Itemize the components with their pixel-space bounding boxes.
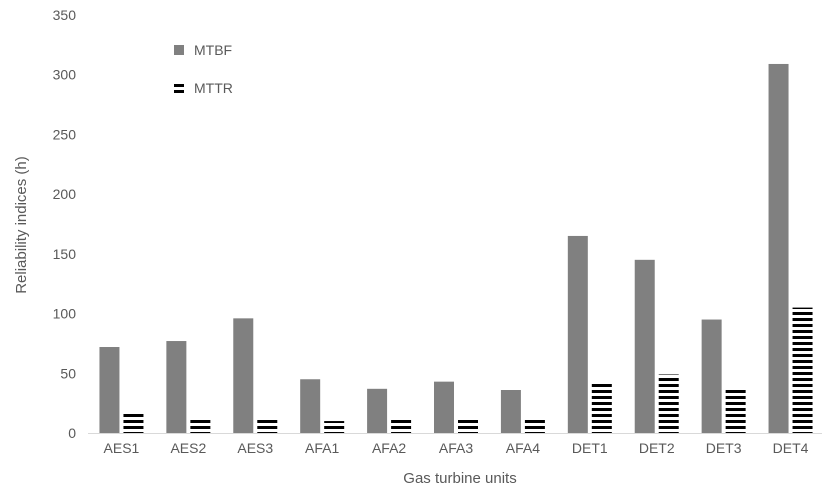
bar-mttr-afa3 [458, 419, 478, 433]
y-tick-label: 200 [53, 186, 77, 202]
x-tick-label: AFA2 [372, 440, 406, 456]
bar-mtbf-det1 [567, 235, 588, 433]
x-tick-label: DET4 [773, 440, 809, 456]
legend-label-mtbf: MTBF [194, 42, 232, 58]
x-tick-label: AFA4 [506, 440, 540, 456]
x-tick-label: AES2 [170, 440, 206, 456]
y-axis-ticks: 0 50 100 150 200 250 300 350 [53, 7, 77, 441]
bar-mttr-afa1 [324, 421, 345, 433]
bar-mttr-aes3 [257, 419, 278, 433]
y-tick-label: 150 [53, 246, 77, 262]
x-tick-label: AFA1 [305, 440, 339, 456]
bar-mtbf-aes2 [166, 341, 187, 433]
x-tick-label: DET1 [572, 440, 608, 456]
bar-mtbf-aes1 [99, 347, 120, 433]
bar-mttr-det4 [792, 307, 813, 433]
x-tick-label: AFA3 [439, 440, 473, 456]
x-axis-title: Gas turbine units [403, 470, 516, 487]
x-tick-label: AES1 [104, 440, 140, 456]
bar-mtbf-afa2 [367, 388, 388, 433]
bar-mttr-det1 [591, 381, 612, 433]
y-tick-label: 0 [68, 425, 76, 441]
y-axis-title: Reliability indices (h) [13, 156, 30, 294]
bar-mttr-afa2 [391, 419, 412, 433]
x-axis-ticks: AES1 AES2 AES3 AFA1 AFA2 AFA3 AFA4 DET1 DET2 DET3… [104, 440, 809, 456]
y-tick-label: 50 [60, 365, 76, 381]
bar-mttr-afa4 [524, 419, 545, 433]
legend-swatch-mttr [174, 83, 184, 93]
bar-mtbf-afa3 [434, 381, 454, 433]
bar-mttr-det2 [658, 374, 679, 433]
y-tick-label: 250 [53, 126, 77, 142]
x-tick-label: AES3 [237, 440, 273, 456]
bar-mtbf-det2 [634, 259, 655, 433]
x-tick-label: DET2 [639, 440, 675, 456]
legend-label-mttr: MTTR [194, 80, 233, 96]
y-tick-label: 100 [53, 306, 77, 322]
legend-swatch-mtbf [174, 45, 184, 55]
bar-mttr-aes1 [123, 413, 144, 433]
bar-mtbf-det3 [701, 319, 722, 433]
bar-mtbf-afa4 [500, 390, 521, 433]
legend: MTBF MTTR [174, 42, 233, 96]
bar-mttr-aes2 [190, 419, 211, 433]
bar-mttr-det3 [725, 390, 746, 433]
bar-mtbf-det4 [768, 63, 789, 434]
bars [99, 63, 813, 434]
y-tick-label: 300 [53, 67, 77, 83]
bar-mtbf-aes3 [233, 318, 254, 433]
y-tick-label: 350 [53, 7, 77, 23]
x-tick-label: DET3 [706, 440, 742, 456]
bar-mtbf-afa1 [300, 379, 321, 433]
